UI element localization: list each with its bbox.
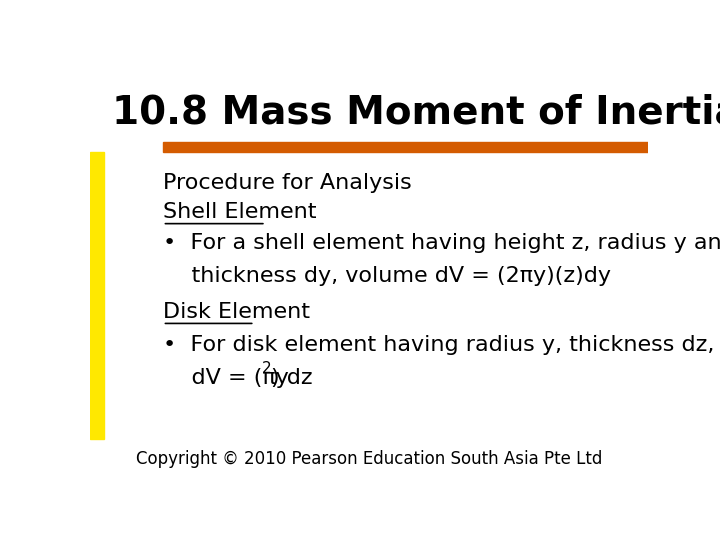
Text: thickness dy, volume dV = (2πy)(z)dy: thickness dy, volume dV = (2πy)(z)dy	[163, 266, 611, 286]
Text: Copyright © 2010 Pearson Education South Asia Pte Ltd: Copyright © 2010 Pearson Education South…	[136, 450, 602, 468]
Bar	[90, 152, 104, 439]
Bar	[163, 141, 648, 152]
Text: Procedure for Analysis: Procedure for Analysis	[163, 173, 411, 193]
Text: ) dz: ) dz	[271, 368, 312, 388]
Text: Shell Element: Shell Element	[163, 202, 316, 222]
Text: 2: 2	[262, 361, 271, 376]
Text: •  For disk element having radius y, thickness dz, volume: • For disk element having radius y, thic…	[163, 335, 720, 355]
Text: 10.8 Mass Moment of Inertia: 10.8 Mass Moment of Inertia	[112, 94, 720, 132]
Text: dV = (πy: dV = (πy	[163, 368, 288, 388]
Text: •  For a shell element having height z, radius y and: • For a shell element having height z, r…	[163, 233, 720, 253]
Text: Disk Element: Disk Element	[163, 302, 310, 322]
